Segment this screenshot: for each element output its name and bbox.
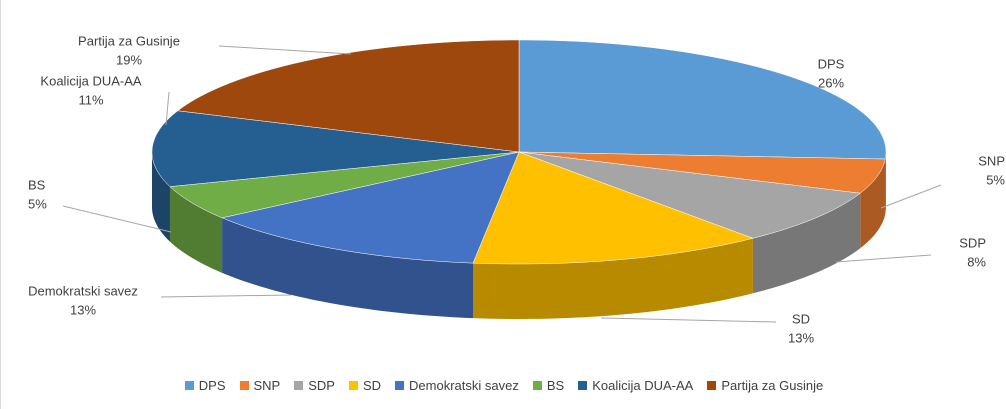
data-label: 11% xyxy=(78,92,103,107)
data-label-name: SD xyxy=(792,311,810,326)
legend-swatch xyxy=(395,381,405,390)
legend-swatch xyxy=(532,381,542,390)
legend-swatch xyxy=(348,381,358,390)
slice xyxy=(518,151,861,239)
legend-label: DPS xyxy=(198,378,226,393)
legend-item: BS xyxy=(532,378,565,393)
legend-label: SNP xyxy=(253,378,281,393)
data-label-name: SDP xyxy=(959,235,986,250)
slice xyxy=(151,110,520,187)
legend-item: SDP xyxy=(294,378,335,393)
legend-swatch xyxy=(239,381,249,390)
slice-side xyxy=(885,152,886,215)
leader-line xyxy=(62,205,172,233)
legend-swatch xyxy=(578,381,588,390)
data-label-name: DPS xyxy=(818,56,845,71)
slice-side xyxy=(752,193,861,294)
slice-side xyxy=(222,217,474,319)
slice xyxy=(518,39,887,160)
data-label-name: Partija za Gusinje xyxy=(78,33,180,48)
data-label: 5% xyxy=(986,172,1005,187)
leader-line xyxy=(160,294,292,298)
legend-item: Demokratski savez xyxy=(395,378,519,393)
leader-line xyxy=(880,184,942,209)
data-label: 5% xyxy=(28,196,47,211)
legend-label: BS xyxy=(546,378,565,393)
data-label-name: Demokratski savez xyxy=(28,283,138,298)
slice xyxy=(518,151,886,194)
legend-item: SD xyxy=(348,378,382,393)
data-label-name: SNP xyxy=(978,153,1005,168)
legend-swatch xyxy=(294,381,304,390)
legend-item: Koalicija DUA-AA xyxy=(578,378,693,393)
legend-item: DPS xyxy=(184,378,226,393)
data-label: 19% xyxy=(116,52,142,67)
data-label: 13% xyxy=(788,330,814,345)
legend-item: SNP xyxy=(239,378,281,393)
slice-side xyxy=(473,238,753,319)
legend-label: SDP xyxy=(308,378,335,393)
leader-line xyxy=(165,91,170,126)
legend-label: Demokratski savez xyxy=(409,378,519,393)
data-label-name: BS xyxy=(28,177,46,192)
legend-label: Partija za Gusinje xyxy=(721,378,824,393)
data-label: 8% xyxy=(967,254,986,269)
legend-swatch xyxy=(707,381,717,390)
slice-side xyxy=(169,186,223,273)
leader-line xyxy=(835,254,932,263)
legend-label: Koalicija DUA-AA xyxy=(592,378,694,393)
slice-side xyxy=(152,152,170,242)
slice xyxy=(472,151,754,265)
slice xyxy=(177,39,520,153)
slice xyxy=(221,151,520,264)
slice xyxy=(169,151,520,219)
plot: DPS 26% SNP 5% SDP 8% SD 13% Demokratski savez 13… xyxy=(28,33,1005,345)
data-label: 26% xyxy=(818,75,844,90)
data-label-name: Koalicija DUA-AA xyxy=(40,73,141,88)
legend: DPS SNP SDP SD Demokratski savez BS Koalicija … xyxy=(1,378,1006,393)
legend-item: Partija za Gusinje xyxy=(707,378,823,393)
legend-label: SD xyxy=(362,378,382,393)
slice-side xyxy=(860,159,886,249)
leader-line xyxy=(600,317,777,323)
legend-swatch xyxy=(184,381,194,390)
leader-line xyxy=(218,45,352,55)
data-label: 13% xyxy=(70,302,96,317)
